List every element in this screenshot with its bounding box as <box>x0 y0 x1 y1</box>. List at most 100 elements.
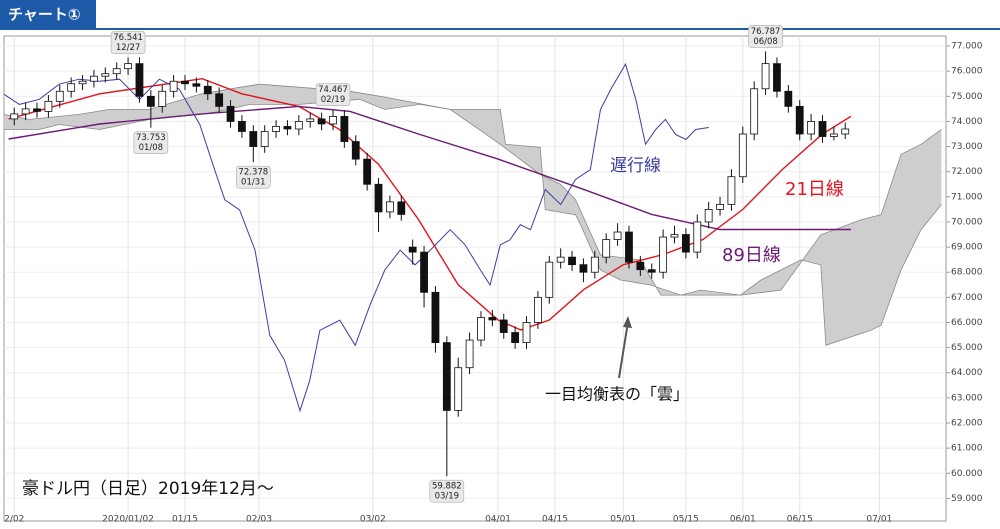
x-tick-label: 02/03 <box>246 515 272 525</box>
candle-body <box>294 121 303 130</box>
candle-body <box>761 63 770 90</box>
candle-body <box>238 121 246 132</box>
candle-body <box>545 261 554 298</box>
candle-body <box>101 73 110 77</box>
header-tab <box>0 0 96 28</box>
y-tick-label: 61.000 <box>951 444 983 454</box>
candle-body <box>556 256 565 263</box>
candle-body <box>408 246 417 253</box>
y-tick-label: 60.000 <box>951 469 983 479</box>
candle-body <box>124 63 132 70</box>
candle-body <box>602 239 611 258</box>
candle-body <box>363 158 372 185</box>
ma89-label: 89日線 <box>722 245 781 266</box>
line-series <box>8 105 851 231</box>
y-tick-label: 67.000 <box>951 293 983 303</box>
candle-body <box>442 342 451 411</box>
y-tick-label: 77.000 <box>951 42 983 52</box>
extreme-box <box>133 131 169 154</box>
x-tick-label: 01/15 <box>172 515 198 525</box>
y-tick-label: 69.000 <box>951 243 983 253</box>
y-tick-label: 59.000 <box>951 494 983 504</box>
extreme-value: 76.541 <box>113 33 143 43</box>
x-tick-label: 03/02 <box>360 515 386 525</box>
y-tick-label: 71.000 <box>951 192 983 202</box>
extreme-value: 73.753 <box>136 133 166 143</box>
candle-body <box>431 291 440 343</box>
extreme-box <box>315 83 351 107</box>
candle-body <box>522 322 531 343</box>
candle-body <box>829 133 838 137</box>
extreme-value: 74.467 <box>318 85 348 95</box>
candle-body <box>716 203 724 210</box>
extreme-value: 72.378 <box>238 168 268 178</box>
candle-body <box>773 63 781 92</box>
x-tick-label: 2020/01/02 <box>102 515 154 525</box>
candle-body <box>158 90 167 107</box>
x-tick-label: 2/02 <box>4 515 24 525</box>
note-arrowhead <box>623 316 632 328</box>
extreme-date: 12/27 <box>116 43 141 53</box>
candle-body <box>374 183 383 213</box>
y-tick-label: 62.000 <box>951 418 983 428</box>
y-tick-label: 70.000 <box>951 217 983 227</box>
line-series <box>3 62 709 413</box>
extreme-date: 01/31 <box>241 178 266 188</box>
candle-body <box>465 339 474 369</box>
x-tick-label: 06/15 <box>787 515 813 525</box>
y-tick-label: 66.000 <box>951 318 983 328</box>
line-layer <box>3 62 852 413</box>
candle-body <box>738 133 747 178</box>
extreme-box <box>236 165 271 189</box>
candle-body <box>704 208 713 223</box>
candle-body <box>818 121 827 137</box>
candle-body <box>203 85 212 95</box>
candle-body <box>249 131 258 147</box>
candle-body <box>795 105 804 135</box>
candle-body <box>146 95 155 107</box>
candle-body <box>681 234 690 253</box>
cloud-note: 一目均衡表の「雲」 <box>545 385 689 404</box>
candle-body <box>181 80 189 85</box>
candle-body <box>579 264 588 273</box>
candle-body <box>841 128 850 135</box>
extreme-box <box>748 25 783 48</box>
chikou-label: 遅行線 <box>610 156 661 176</box>
x-tick-label: 05/15 <box>673 515 699 525</box>
candle-body <box>477 317 485 341</box>
candle-body <box>636 261 645 271</box>
y-tick-label: 74.000 <box>951 117 983 127</box>
candle-body <box>90 75 98 82</box>
candle-body <box>511 332 520 343</box>
extreme-date: 02/19 <box>321 95 346 105</box>
x-tick-label: 05/01 <box>610 515 636 525</box>
chart-subtitle: 豪ドル円（日足）2019年12月～ <box>22 478 274 499</box>
candle-body <box>260 131 269 147</box>
candle-body <box>807 121 816 135</box>
candle-layer <box>10 51 850 477</box>
candle-body <box>317 118 326 125</box>
candle-body <box>625 231 633 263</box>
line-series <box>8 77 852 331</box>
ma21-label: 21日線 <box>785 179 844 200</box>
candle-body <box>112 68 121 75</box>
y-tick-label: 72.000 <box>951 167 983 177</box>
candle-body <box>670 234 679 238</box>
candle-body <box>386 201 394 213</box>
candle-body <box>750 88 759 135</box>
candle-body <box>135 63 144 97</box>
candle-body <box>454 367 463 411</box>
x-tick-label: 06/01 <box>730 515 756 525</box>
extreme-box <box>429 479 465 503</box>
y-tick-label: 65.000 <box>951 343 983 353</box>
extreme-date: 01/08 <box>139 143 164 153</box>
y-tick-label: 63.000 <box>951 393 983 403</box>
candle-body <box>397 201 406 215</box>
candle-body <box>351 141 360 160</box>
header-title: チャート① <box>8 6 81 24</box>
y-tick-label: 68.000 <box>951 268 983 278</box>
y-tick-label: 73.000 <box>951 142 983 152</box>
x-tick-label: 04/15 <box>542 515 568 525</box>
